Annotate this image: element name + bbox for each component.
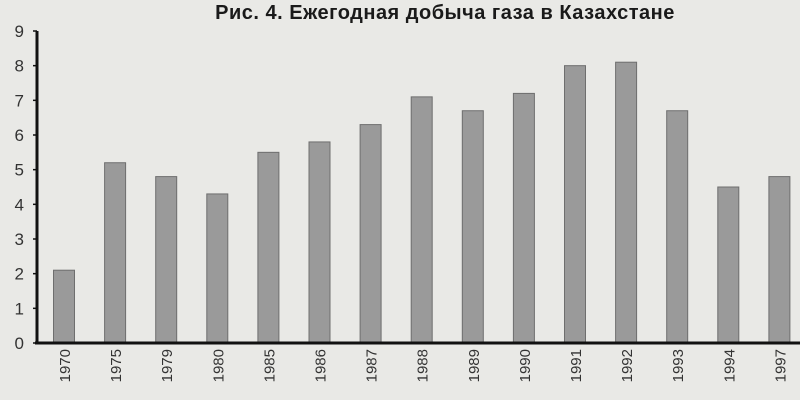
bar-1979	[155, 176, 178, 344]
bar-1990	[512, 92, 535, 344]
bar-1991	[564, 65, 586, 344]
bar-1989	[461, 110, 484, 344]
bar-1994	[717, 186, 740, 344]
x-tick-label: 1997	[772, 349, 789, 382]
x-tick-label: 1992	[619, 349, 636, 382]
y-tick-label: 2	[15, 265, 24, 284]
y-tick-label: 8	[15, 57, 24, 76]
y-tick-label: 0	[15, 334, 24, 353]
x-tick-label: 1970	[57, 349, 74, 382]
x-tick-label: 1985	[261, 349, 278, 382]
y-tick-label: 9	[15, 22, 24, 41]
y-tick-label: 5	[15, 161, 24, 180]
x-tick-label: 1975	[108, 349, 125, 382]
x-tick-label: 1989	[466, 349, 483, 382]
bar-1997	[768, 176, 791, 344]
y-tick-label: 3	[15, 230, 24, 249]
y-tick-label: 4	[15, 195, 24, 214]
x-tick-label: 1980	[210, 349, 227, 382]
bar-1970	[53, 269, 75, 344]
x-tick-label: 1994	[721, 349, 738, 382]
y-tick-label: 6	[15, 126, 24, 145]
y-tick-label: 7	[15, 91, 24, 110]
x-tick-label: 1979	[159, 349, 176, 382]
x-tick-label: 1987	[364, 349, 381, 382]
x-tick-label: 1991	[568, 349, 585, 382]
bar-1985	[257, 151, 280, 344]
x-tick-label: 1990	[517, 349, 534, 382]
x-tick-label: 1986	[313, 349, 330, 382]
bar-1987	[359, 124, 382, 344]
bar-1986	[308, 141, 331, 344]
chart-title: Рис. 4. Ежегодная добыча газа в Казахста…	[215, 2, 675, 24]
bar-1993	[666, 110, 689, 344]
bar-1992	[615, 61, 638, 344]
x-tick-label: 1988	[415, 349, 432, 382]
x-tick-label: 1993	[670, 349, 687, 382]
bar-1975	[104, 162, 127, 344]
bar-1988	[410, 96, 433, 344]
bar-1980	[206, 193, 229, 344]
y-tick-label: 1	[15, 299, 24, 318]
